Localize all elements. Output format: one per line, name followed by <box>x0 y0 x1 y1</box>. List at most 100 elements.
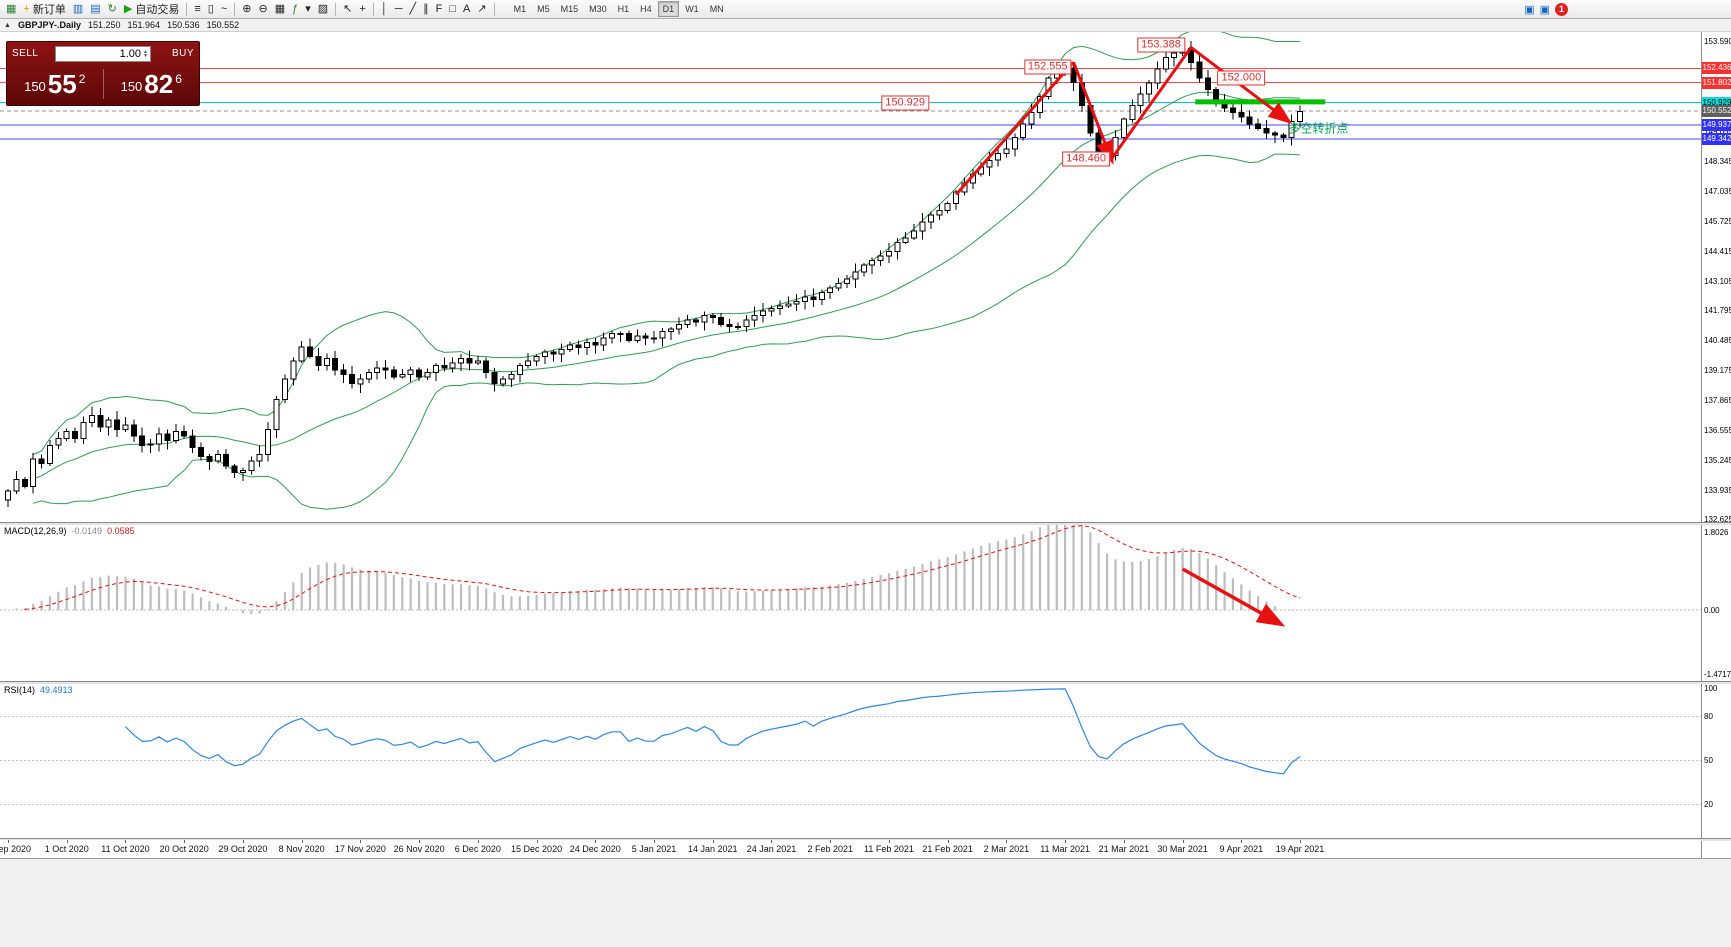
timeframe-h4-button[interactable]: H4 <box>640 4 652 14</box>
macd-chart[interactable] <box>0 524 1701 681</box>
timeframe-m15-button[interactable]: M15 <box>560 4 579 14</box>
candlestick-mode-button[interactable]: ▯ <box>205 1 217 17</box>
bar-chart-mode-button[interactable]: ≡ <box>191 1 203 17</box>
line-chart-mode-button[interactable]: ~ <box>218 1 230 17</box>
fibonacci-button[interactable]: F <box>433 1 446 17</box>
buy-button[interactable]: 150 82 6 <box>120 69 182 99</box>
bollinger-lower-line <box>33 153 1301 510</box>
date-tick-label: 1 Oct 2020 <box>44 844 89 854</box>
price-tick-label: 147.035 <box>1704 186 1731 196</box>
chart-window-button[interactable]: ▥ <box>70 1 86 17</box>
sell-button[interactable]: 150 55 2 <box>24 69 86 99</box>
shapes-button[interactable]: □ <box>446 1 459 17</box>
panel-toggle-icon[interactable]: ▲ <box>4 21 11 29</box>
candlestick-mode-icon: ▯ <box>207 2 214 15</box>
date-tick-label: 6 Dec 2020 <box>454 844 501 854</box>
rsi-pane[interactable]: RSI(14) 49.4913 <box>0 683 1701 838</box>
date-tick <box>654 840 656 843</box>
open-value: 151.250 <box>87 20 121 30</box>
pane-splitter[interactable] <box>0 522 1731 525</box>
vertical-line-button[interactable]: │ <box>378 1 391 17</box>
price-chart-pane[interactable]: 150.929 152.555 148.460 153.388 152.000 多空转折点 <box>0 31 1701 522</box>
text-button[interactable]: A <box>460 1 473 17</box>
date-tick-label: 11 Mar 2021 <box>1040 844 1091 854</box>
terminal-icon[interactable]: ▣ <box>1524 3 1535 16</box>
date-tick-label: 11 Oct 2020 <box>101 844 150 854</box>
date-tick-label: 8 Nov 2020 <box>278 844 325 854</box>
crosshair-button[interactable]: + <box>356 1 368 17</box>
auto-trading-label: 自动交易 <box>135 4 180 16</box>
periods-icon: ▾ <box>305 2 311 15</box>
timeframe-d1-button[interactable]: D1 <box>657 1 680 17</box>
new-order-button[interactable]: + 新订单 <box>20 1 68 17</box>
timeframe-m5-button[interactable]: M5 <box>537 4 550 14</box>
zoom-in-button[interactable]: ⊕ <box>239 1 254 17</box>
date-tick <box>1006 840 1008 843</box>
macd-axis[interactable]: 1.8026 0.00 -1.4717 <box>1701 524 1731 681</box>
price-tick-label: 139.175 <box>1704 366 1731 376</box>
date-tick <box>1300 840 1302 843</box>
price-axis[interactable]: 153.590152.280150.970149.655148.345147.0… <box>1701 31 1731 522</box>
crosshair-icon: + <box>359 2 366 15</box>
rsi-tick-label: 50 <box>1704 756 1713 765</box>
timeframe-m30-button[interactable]: M30 <box>589 4 607 14</box>
cursor-button[interactable]: ↖ <box>340 1 355 17</box>
date-tick <box>1241 840 1243 843</box>
templates-icon: ▨ <box>317 2 329 15</box>
price-tick-label: 135.245 <box>1704 455 1731 465</box>
market-watch-button[interactable]: ▤ <box>87 1 103 17</box>
toolbar-separator <box>493 2 495 16</box>
new-order-label: 新订单 <box>32 4 66 16</box>
date-tick-label: 24 Jan 2021 <box>746 844 797 854</box>
date-tick-label: 30 Mar 2021 <box>1157 844 1208 854</box>
macd-tick-label: 1.8026 <box>1704 527 1729 537</box>
rsi-axis[interactable]: 100 80 50 20 <box>1701 683 1731 838</box>
price-tick-label: 143.105 <box>1704 276 1731 286</box>
date-tick-label: 24 Dec 2020 <box>569 844 621 854</box>
mail-icon[interactable]: ▣ <box>1539 3 1550 16</box>
indicators-button[interactable]: ƒ <box>289 1 301 17</box>
macd-pane[interactable]: MACD(12,26,9) -0.0149 0.0585 <box>0 524 1701 681</box>
trendline-button[interactable]: ╱ <box>407 1 420 17</box>
notification-badge[interactable]: 1 <box>1555 2 1568 16</box>
date-tick <box>184 840 186 843</box>
arrows-button[interactable]: ↗ <box>474 1 489 17</box>
tile-windows-icon: ▦ <box>274 2 286 15</box>
date-tick-label: 19 Apr 2021 <box>1275 844 1325 854</box>
date-tick-label: 20 Oct 2020 <box>159 844 209 854</box>
channel-icon: ∥ <box>423 2 429 15</box>
arrows-icon: ↗ <box>477 2 487 15</box>
tile-windows-button[interactable]: ▦ <box>272 1 288 17</box>
volume-input[interactable]: 1.00 ▲ ▼ <box>55 45 151 62</box>
pane-splitter[interactable] <box>0 681 1731 684</box>
zoom-out-button[interactable]: ⊖ <box>255 1 270 17</box>
volume-spinner[interactable]: ▲ ▼ <box>143 48 148 59</box>
toolbar-separator <box>234 2 236 16</box>
new-chart-button[interactable]: ▦ <box>3 1 19 17</box>
high-value: 151.964 <box>127 20 161 30</box>
templates-button[interactable]: ▨ <box>315 1 331 17</box>
timeframe-m1-button[interactable]: M1 <box>513 4 527 14</box>
date-tick-label: 2 Feb 2021 <box>807 844 853 854</box>
date-axis[interactable]: 2 Sep 2020 1 Oct 2020 11 Oct 2020 20 Oct 20… <box>0 840 1701 858</box>
auto-trading-button[interactable]: ▶ 自动交易 <box>121 1 182 17</box>
price-tick-label: 144.415 <box>1704 246 1731 256</box>
horizontal-line-button[interactable]: ─ <box>392 1 406 17</box>
refresh-icon: ↻ <box>107 2 117 15</box>
periods-button[interactable]: ▾ <box>302 1 314 17</box>
timeframe-h1-button[interactable]: H1 <box>617 4 630 14</box>
channel-button[interactable]: ∥ <box>420 1 432 17</box>
timeframe-mn-button[interactable]: MN <box>709 4 724 14</box>
timeframe-w1-button[interactable]: W1 <box>685 4 699 14</box>
rsi-chart[interactable] <box>0 683 1701 838</box>
macd-tick-label: -1.4717 <box>1704 669 1731 679</box>
refresh-button[interactable]: ↻ <box>105 1 120 17</box>
price-tick-label: 153.590 <box>1704 37 1731 47</box>
date-tick-label: 2 Mar 2021 <box>983 844 1030 854</box>
rsi-line <box>125 688 1301 775</box>
candlestick-chart[interactable] <box>0 31 1701 522</box>
trendline-icon: ╱ <box>409 2 417 15</box>
price-tick-label: 140.485 <box>1704 336 1731 346</box>
close-value: 150.552 <box>206 20 240 30</box>
